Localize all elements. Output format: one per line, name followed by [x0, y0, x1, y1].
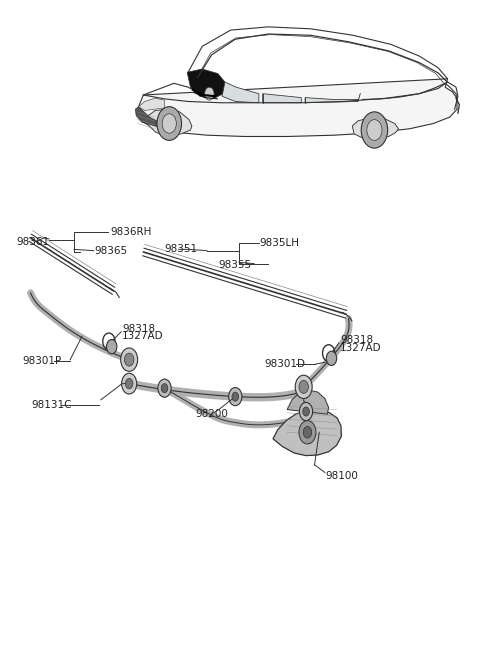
Circle shape	[158, 379, 171, 397]
Text: 9835LH: 9835LH	[260, 238, 300, 248]
Polygon shape	[187, 69, 225, 99]
Polygon shape	[287, 390, 329, 414]
Text: 98351: 98351	[165, 244, 198, 254]
Circle shape	[228, 388, 242, 405]
Circle shape	[124, 353, 134, 366]
Polygon shape	[148, 109, 192, 135]
Circle shape	[107, 340, 117, 354]
Text: 98355: 98355	[219, 260, 252, 270]
Text: 98301D: 98301D	[264, 359, 306, 369]
Circle shape	[303, 407, 309, 416]
Text: 98200: 98200	[195, 409, 228, 419]
Circle shape	[367, 120, 382, 141]
Circle shape	[303, 426, 312, 438]
Text: 98365: 98365	[95, 246, 128, 256]
Polygon shape	[135, 106, 160, 127]
Text: 98100: 98100	[326, 471, 359, 482]
Polygon shape	[139, 99, 165, 110]
Circle shape	[204, 87, 214, 100]
Circle shape	[326, 351, 336, 365]
Text: 98318: 98318	[122, 323, 155, 334]
Circle shape	[125, 378, 133, 389]
Text: 98301P: 98301P	[22, 356, 61, 366]
Circle shape	[361, 112, 388, 148]
Polygon shape	[305, 98, 358, 102]
Text: 1327AD: 1327AD	[122, 331, 164, 341]
Circle shape	[299, 380, 308, 394]
Circle shape	[161, 384, 168, 393]
Polygon shape	[144, 83, 212, 111]
Text: 1327AD: 1327AD	[340, 343, 382, 353]
Text: 98318: 98318	[340, 335, 373, 345]
Polygon shape	[273, 409, 341, 456]
Circle shape	[299, 420, 316, 444]
Text: 98131C: 98131C	[32, 400, 72, 410]
Text: 98361: 98361	[16, 237, 49, 247]
Circle shape	[295, 375, 312, 399]
Circle shape	[121, 373, 137, 394]
Circle shape	[157, 106, 181, 141]
Polygon shape	[263, 94, 301, 102]
Text: 9836RH: 9836RH	[110, 227, 152, 237]
Circle shape	[120, 348, 138, 371]
Circle shape	[232, 392, 239, 401]
Polygon shape	[222, 82, 259, 102]
Circle shape	[162, 114, 176, 133]
Circle shape	[300, 403, 312, 420]
Polygon shape	[352, 118, 398, 139]
Polygon shape	[139, 79, 457, 137]
